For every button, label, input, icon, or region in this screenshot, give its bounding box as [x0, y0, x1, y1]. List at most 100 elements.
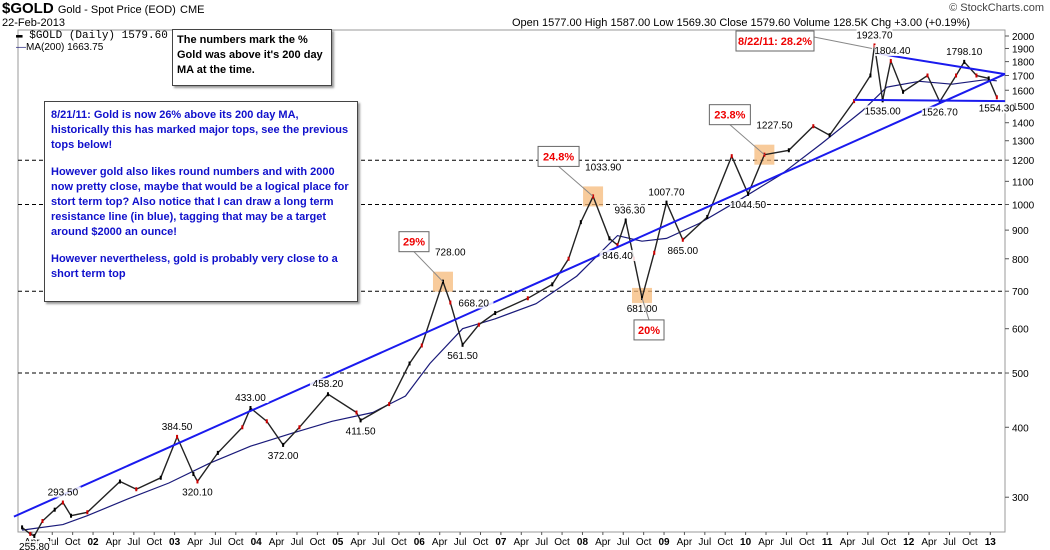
ma200-line: [22, 79, 997, 531]
x-tick-label: Jul: [454, 537, 467, 548]
price-label: 433.00: [235, 393, 266, 404]
price-bar: [963, 59, 966, 64]
price-bar: [241, 425, 244, 430]
x-tick-label: Apr: [514, 537, 530, 548]
price-bar: [624, 218, 627, 223]
plot-frame: [17, 29, 1006, 533]
note-analysis-p1: 8/21/11: Gold is now 26% above its 200 d…: [51, 109, 349, 151]
price-bar: [326, 392, 329, 397]
x-tick-label: Jul: [535, 537, 548, 548]
callout-pointer-3: [729, 124, 765, 156]
x-tick-label: Apr: [432, 537, 448, 548]
price-bar: [828, 133, 831, 138]
price-label: 846.40: [602, 251, 633, 262]
price-bar: [359, 418, 362, 423]
price-bar: [21, 525, 24, 530]
price-label-bg: [624, 302, 661, 314]
price-bar: [608, 236, 611, 241]
callout-pct-0: 29%: [403, 237, 425, 249]
callout-label-3: 1227.50: [756, 121, 793, 132]
exchange-label: CME: [180, 4, 205, 16]
price-line: [21, 45, 998, 537]
x-tick-label: Oct: [717, 537, 733, 548]
callout-pointer-1: [558, 166, 594, 197]
x-tick-label: Oct: [881, 537, 897, 548]
note-analysis: 8/21/11: Gold is now 26% above its 200 d…: [44, 101, 358, 302]
price-bar: [408, 361, 411, 366]
price-label-bg: [730, 198, 767, 210]
x-tick-label: Apr: [840, 537, 856, 548]
x-tick-label: Apr: [187, 537, 203, 548]
y-tick-label: 2000: [1012, 32, 1035, 43]
x-tick-label: 11: [822, 537, 833, 548]
y-tick-label: 1700: [1012, 72, 1035, 83]
x-tick-label: 09: [658, 537, 670, 548]
price-label-bg: [599, 250, 636, 262]
price-bar: [388, 402, 391, 407]
price-label-bg: [16, 540, 53, 550]
y-tick-label: 300: [1012, 493, 1029, 504]
price-bar: [420, 343, 423, 348]
callout-pct-3: 23.8%: [714, 110, 745, 122]
price-bar: [29, 531, 32, 536]
x-tick-label: 08: [577, 537, 589, 548]
note-percent-explanation: The numbers mark the % Gold was above it…: [172, 29, 332, 86]
price-label: 1007.70: [648, 188, 685, 199]
price-bar: [787, 148, 790, 153]
y-tick-label: 1300: [1012, 137, 1035, 148]
y-tick-label: 800: [1012, 255, 1029, 266]
price-label-bg: [864, 105, 901, 117]
price-label-bg: [444, 349, 481, 361]
x-tick-label: 13: [985, 537, 997, 548]
price-bar: [975, 73, 978, 78]
price-bar: [987, 76, 990, 81]
price-bar: [995, 95, 998, 100]
y-tick-label: 1200: [1012, 156, 1035, 167]
x-tick-label: 04: [251, 537, 263, 548]
x-tick-label: Oct: [228, 537, 244, 548]
price-bar: [665, 200, 668, 205]
trendline-support: [854, 98, 1006, 103]
price-bar: [86, 510, 89, 515]
price-bar: [579, 220, 582, 225]
x-tick-label: 02: [87, 537, 99, 548]
price-bar: [118, 479, 121, 484]
price-label: 1804.40: [874, 46, 911, 57]
chart-subtitle: Gold - Spot Price (EOD): [57, 4, 176, 16]
callout-box-1: [537, 145, 580, 167]
chart-date: 22-Feb-2013: [2, 17, 65, 29]
x-tick-label: 03: [169, 537, 181, 548]
price-bar: [526, 296, 529, 301]
price-label: 1044.50: [730, 200, 767, 211]
x-tick-label: Oct: [799, 537, 815, 548]
price-bar: [926, 73, 929, 78]
y-tick-label: 600: [1012, 325, 1029, 336]
callout-box-0: [398, 231, 430, 253]
x-tick-label: Oct: [636, 537, 652, 548]
price-bar: [176, 434, 179, 439]
trendline-resistance: [13, 73, 1006, 518]
price-label-bg: [874, 45, 911, 57]
note-analysis-p3: However nevertheless, gold is probably v…: [51, 253, 338, 280]
x-tick-label: Jul: [780, 537, 793, 548]
price-label: 1526.70: [922, 108, 959, 119]
price-label-bg: [457, 297, 494, 309]
price-label: 293.50: [48, 488, 79, 499]
x-tick-label: Apr: [106, 537, 122, 548]
price-bar: [249, 406, 252, 411]
x-tick-label: 12: [903, 537, 915, 548]
price-label: 668.20: [458, 299, 489, 310]
price-label-bg: [265, 449, 302, 461]
price-bar: [196, 479, 199, 484]
price-bar: [159, 475, 162, 480]
price-bar: [551, 282, 554, 287]
y-tick-label: 1900: [1012, 44, 1035, 55]
price-label: 1798.10: [946, 47, 983, 58]
x-tick-label: Oct: [391, 537, 407, 548]
x-tick-label: Jul: [698, 537, 711, 548]
y-tick-label: 1000: [1012, 201, 1035, 212]
price-bar: [747, 191, 750, 196]
stockcharts-brand: © StockCharts.com: [949, 2, 1044, 14]
price-label: 1554.30: [979, 103, 1016, 114]
price-bar: [449, 300, 452, 305]
